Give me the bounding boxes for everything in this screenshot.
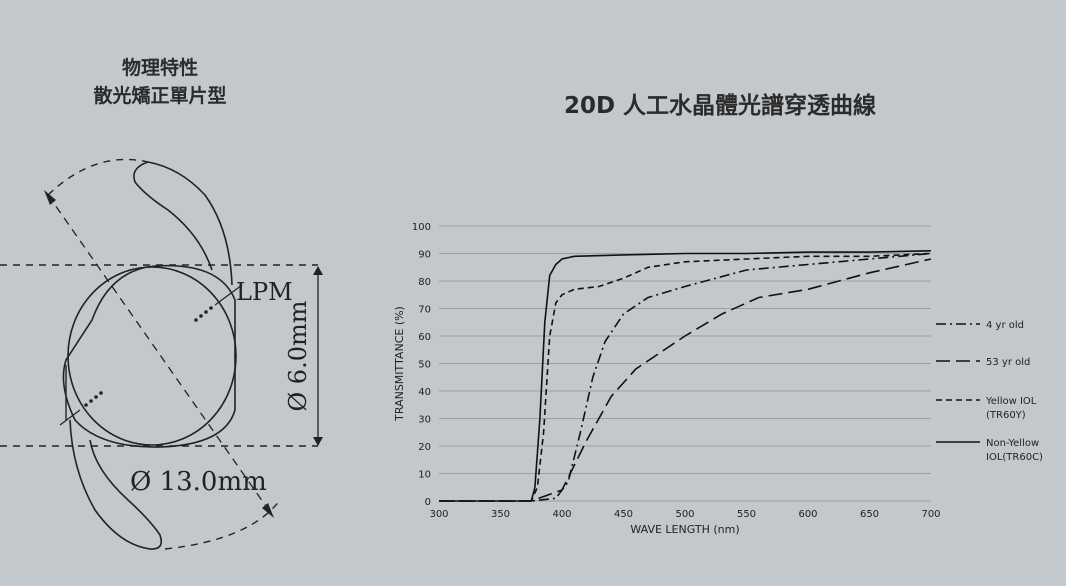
legend-label: IOL(TR60C): [986, 452, 1043, 463]
x-tick-label: 400: [552, 509, 571, 520]
optic-body: [62, 264, 236, 448]
transmittance-chart: 0 10 20 30 40 50 60 70 80 90 100 300 350 400 450 500 55…: [393, 222, 1043, 536]
y-tick-label: 70: [418, 305, 431, 316]
optic-diameter-label: Ø 6.0mm: [284, 300, 312, 411]
series-line: [439, 250, 932, 502]
lpm-pointer: [214, 284, 243, 306]
x-tick-label: 450: [614, 509, 633, 520]
x-tick-label: 500: [675, 509, 694, 520]
x-tick-label: 600: [798, 509, 817, 520]
series-line: [439, 252, 932, 502]
y-tick-label: 50: [418, 360, 431, 371]
y-tick-label: 40: [418, 387, 431, 398]
x-axis-ticks: 300 350 400 450 500 550 600 650 700: [429, 509, 940, 520]
y-tick-label: 30: [418, 415, 431, 426]
legend-label: Yellow IOL: [985, 396, 1037, 407]
overall-arc-bottom: [164, 499, 281, 550]
optic-dim-arrow-bottom: [313, 437, 323, 446]
y-tick-label: 20: [418, 442, 431, 453]
y-tick-label: 90: [418, 250, 431, 261]
lens-diagram: LPM Ø 6.0mm Ø 13.0mm: [0, 158, 323, 550]
y-tick-label: 80: [418, 277, 431, 288]
y-tick-label: 60: [418, 332, 431, 343]
y-axis-ticks: 0 10 20 30 40 50 60 70 80 90 100: [412, 222, 431, 508]
overall-arc-top: [47, 158, 149, 196]
x-tick-label: 300: [429, 509, 448, 520]
chart-grid: [439, 225, 931, 502]
x-axis-label: WAVE LENGTH (nm): [630, 523, 739, 536]
optic-circle: [67, 266, 237, 446]
chart-title: 20D 人工水晶體光譜穿透曲線: [563, 93, 877, 119]
diameter-line: [47, 194, 271, 513]
optic-dim-arrow-top: [313, 266, 323, 275]
chart-series: [439, 250, 932, 502]
lpm-label: LPM: [236, 278, 293, 306]
diameter-arrow-top: [44, 190, 56, 205]
lpm-dots-right: [194, 306, 213, 322]
series-line: [439, 252, 932, 502]
legend-label: Non-Yellow: [986, 438, 1039, 449]
x-tick-label: 550: [737, 509, 756, 520]
legend-label: 4 yr old: [986, 320, 1024, 331]
lpm-pointer-left: [59, 409, 81, 426]
x-tick-label: 700: [921, 509, 940, 520]
spec-title-line2: 散光矯正單片型: [93, 85, 227, 107]
y-tick-label: 10: [418, 470, 431, 481]
legend-label: (TR60Y): [986, 410, 1026, 421]
y-tick-label: 0: [425, 497, 431, 508]
lpm-dots-left: [84, 391, 103, 407]
legend-label: 53 yr old: [986, 357, 1030, 368]
y-axis-label: TRANSMITTANCE (%): [393, 306, 406, 422]
diameter-arrow-bottom: [262, 503, 274, 518]
haptic-top: [133, 161, 233, 286]
chart-legend: 4 yr old 53 yr old Yellow IOL (TR60Y) Non-Ye…: [936, 320, 1043, 463]
x-tick-label: 650: [860, 509, 879, 520]
series-line: [439, 258, 932, 502]
haptic-bottom: [69, 419, 163, 550]
spec-title-line1: 物理特性: [121, 57, 198, 79]
spec-title: 物理特性 散光矯正單片型: [60, 54, 260, 110]
overall-diameter-label: Ø 13.0mm: [130, 467, 267, 497]
x-tick-label: 350: [491, 509, 510, 520]
y-tick-label: 100: [412, 222, 431, 233]
